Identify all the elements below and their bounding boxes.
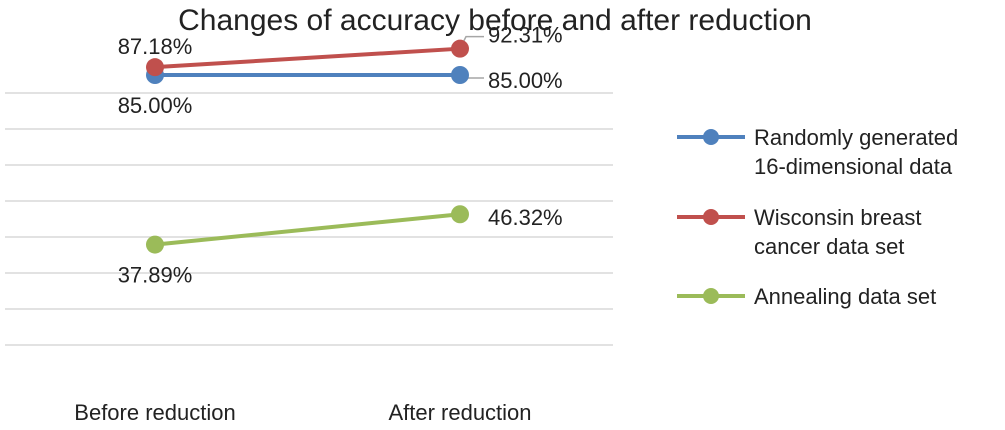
legend: Randomly generated 16-dimensional data Wis… (677, 125, 958, 309)
data-label: 87.18% (118, 34, 193, 59)
data-label: 92.31% (488, 23, 563, 48)
data-labels: 85.00% 85.00% 87.18% 92.31% 37.89% 46.32% (118, 23, 563, 288)
x-tick-label: Before reduction (74, 400, 235, 425)
legend-marker (703, 209, 719, 225)
gridlines (5, 92, 613, 346)
series-points (146, 39, 469, 254)
series-line (154, 212, 461, 247)
data-point (146, 58, 164, 77)
series-line (154, 46, 461, 70)
chart-title: Changes of accuracy before and after red… (178, 4, 812, 37)
data-label: 85.00% (488, 68, 563, 93)
x-tick-label: After reduction (388, 400, 531, 425)
data-label: 46.32% (488, 205, 563, 230)
data-label: 85.00% (118, 93, 193, 118)
data-point (451, 39, 469, 58)
data-point (146, 235, 164, 254)
x-axis-tick-labels: Before reduction After reduction (74, 400, 531, 425)
data-point (451, 66, 469, 84)
legend-label: Randomly generated 16-dimensional data (754, 125, 958, 179)
legend-marker (703, 288, 719, 304)
data-point (451, 205, 469, 224)
data-label: 37.89% (118, 263, 193, 288)
legend-label: Wisconsin breast cancer data set (754, 205, 922, 259)
legend-marker (703, 129, 719, 145)
legend-label: Annealing data set (754, 284, 936, 309)
series-lines (154, 46, 461, 247)
